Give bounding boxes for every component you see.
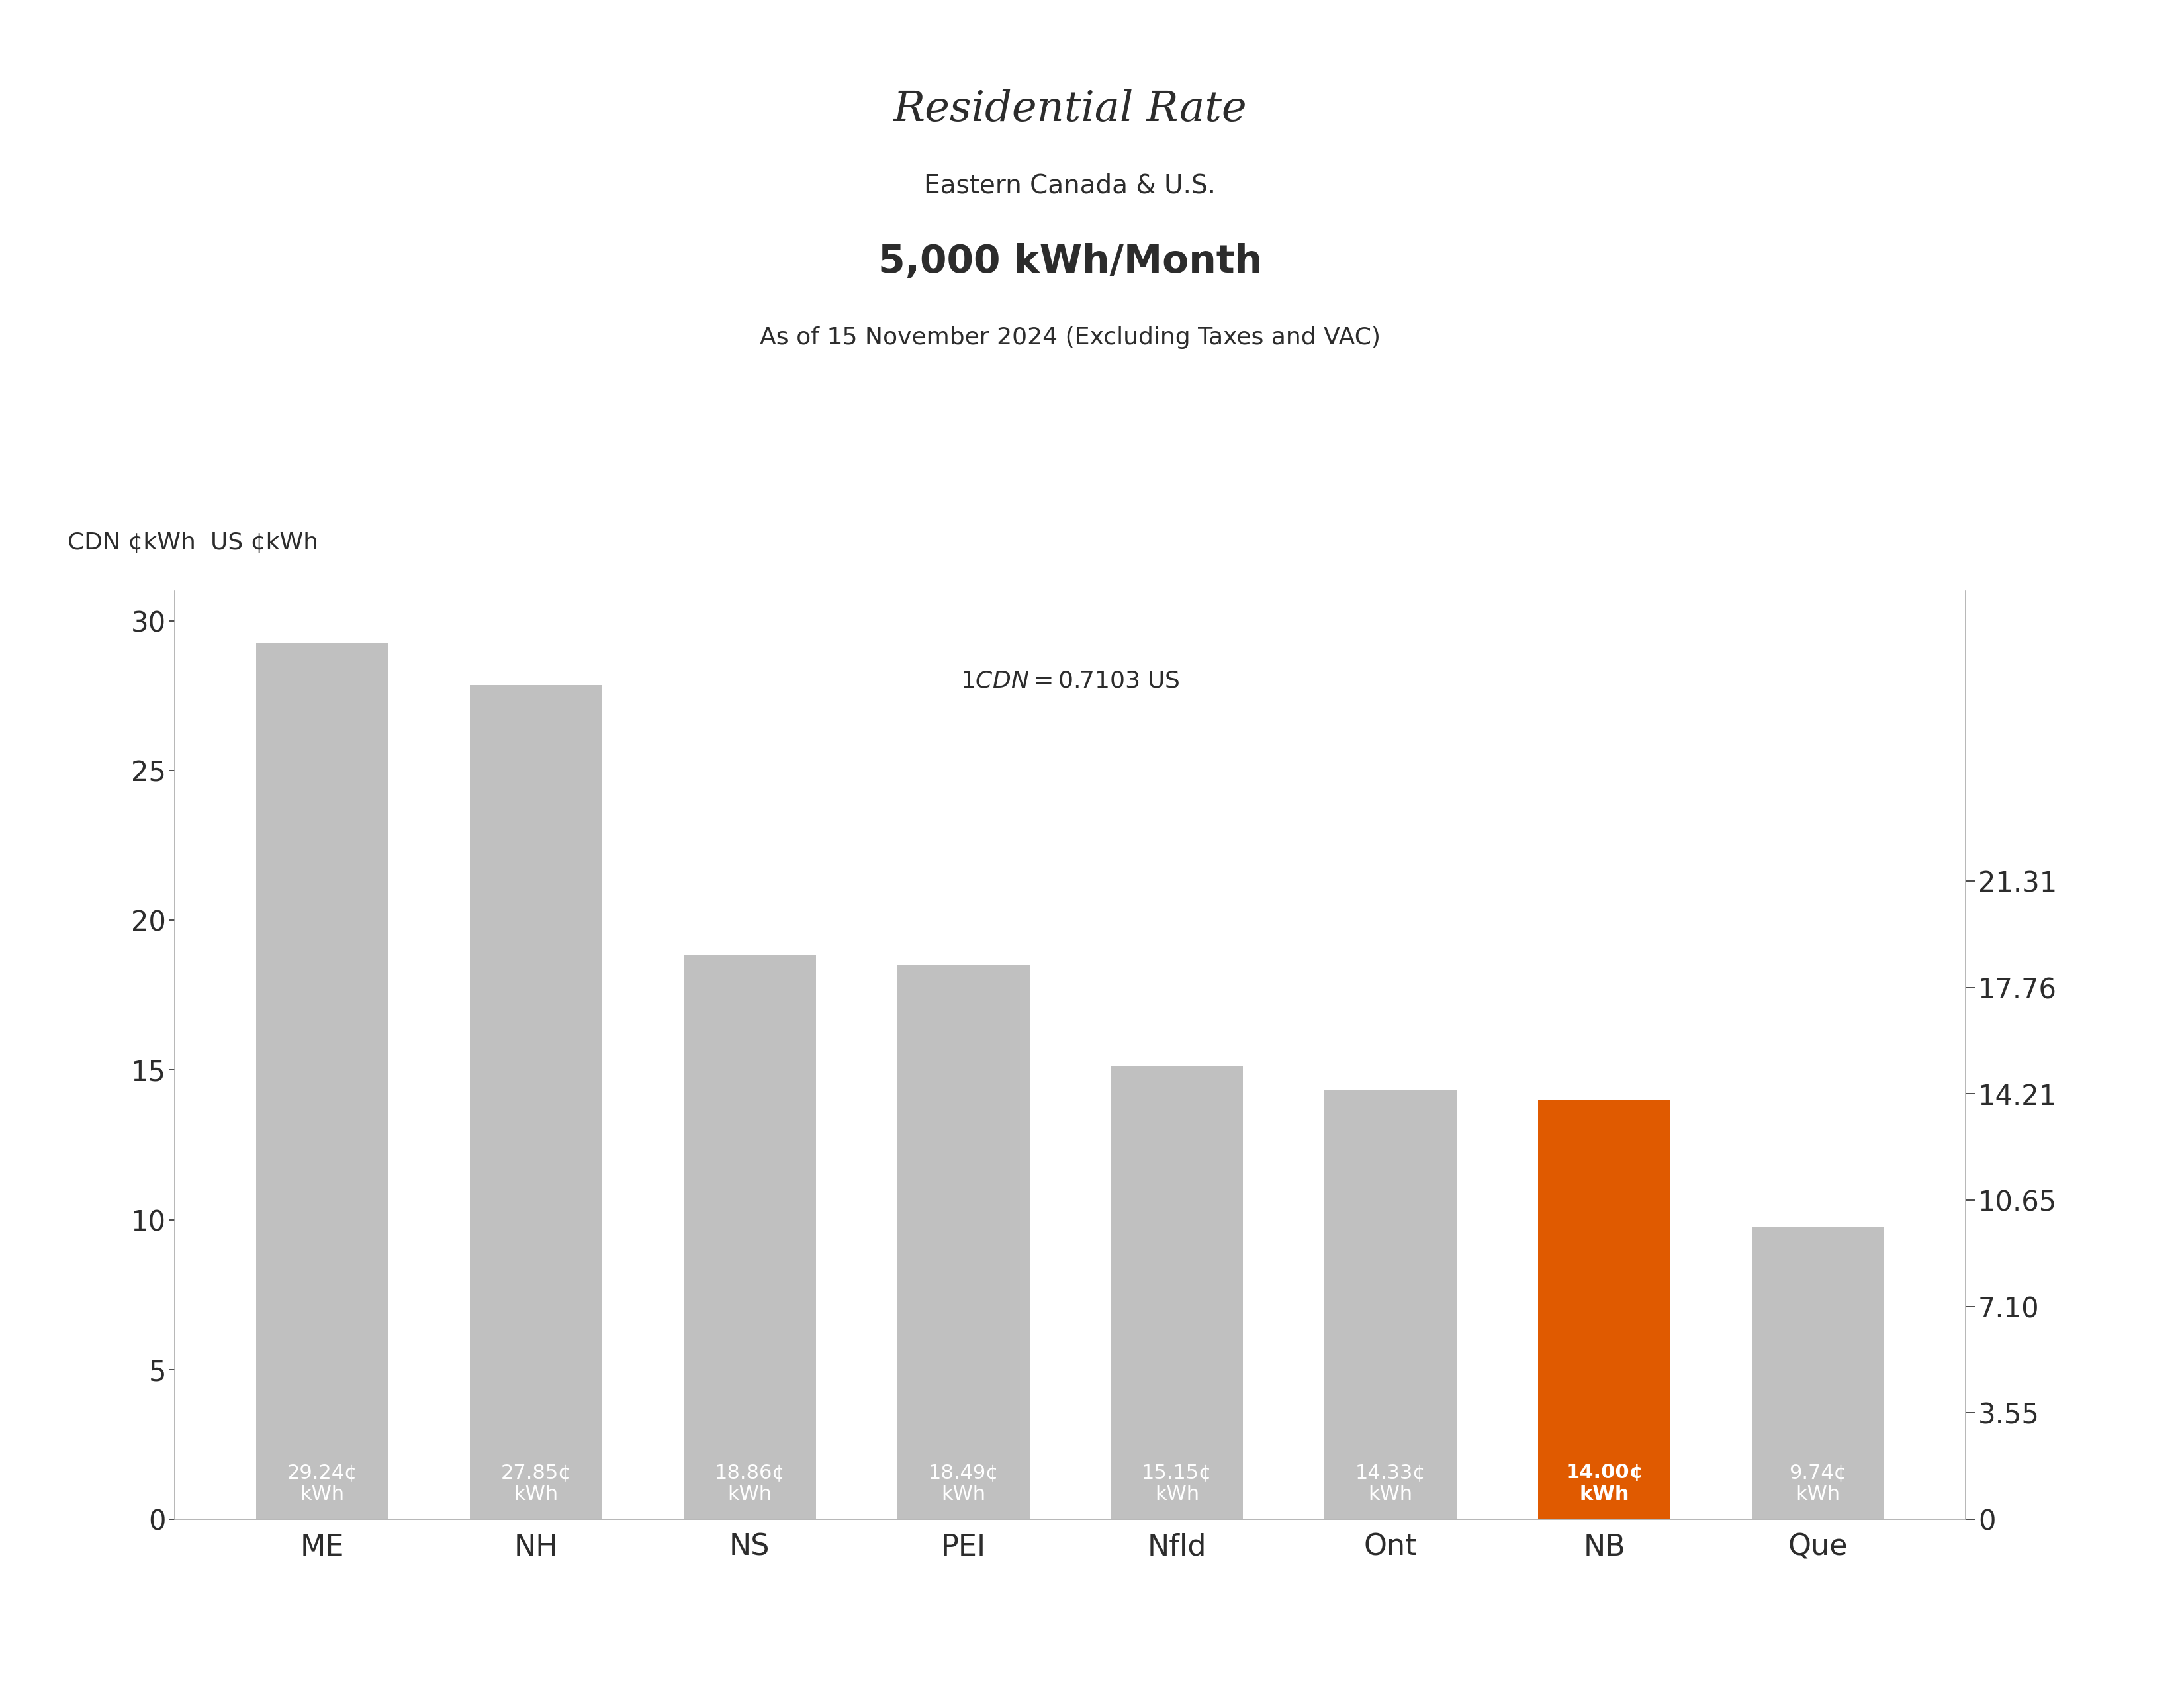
Text: CDN ¢kWh: CDN ¢kWh [68,532,197,554]
Bar [684,954,817,1519]
Text: 14.00¢
kWh: 14.00¢ kWh [1566,1463,1642,1504]
Text: US ¢kWh: US ¢kWh [210,532,319,554]
Bar [470,685,603,1519]
Text: 9.74¢
kWh: 9.74¢ kWh [1789,1463,1848,1504]
Text: 18.86¢
kWh: 18.86¢ kWh [714,1463,784,1504]
Text: $1 CDN = $0.7103 US: $1 CDN = $0.7103 US [961,670,1179,692]
Bar [1538,1101,1671,1519]
Bar [256,643,389,1519]
Text: 18.49¢
kWh: 18.49¢ kWh [928,1463,998,1504]
Text: Residential Rate: Residential Rate [893,89,1247,130]
Text: 15.15¢
kWh: 15.15¢ kWh [1142,1463,1212,1504]
Text: 14.33¢
kWh: 14.33¢ kWh [1356,1463,1426,1504]
Text: As of 15 November 2024 (Excluding Taxes and VAC): As of 15 November 2024 (Excluding Taxes … [760,326,1380,349]
Text: 5,000 kWh/Month: 5,000 kWh/Month [878,243,1262,280]
Text: 27.85¢
kWh: 27.85¢ kWh [500,1463,572,1504]
Bar [1324,1090,1457,1519]
Text: Eastern Canada & U.S.: Eastern Canada & U.S. [924,174,1216,197]
Bar [898,966,1029,1519]
Text: 29.24¢
kWh: 29.24¢ kWh [286,1463,358,1504]
Bar [1112,1065,1243,1519]
Bar [1752,1227,1885,1519]
